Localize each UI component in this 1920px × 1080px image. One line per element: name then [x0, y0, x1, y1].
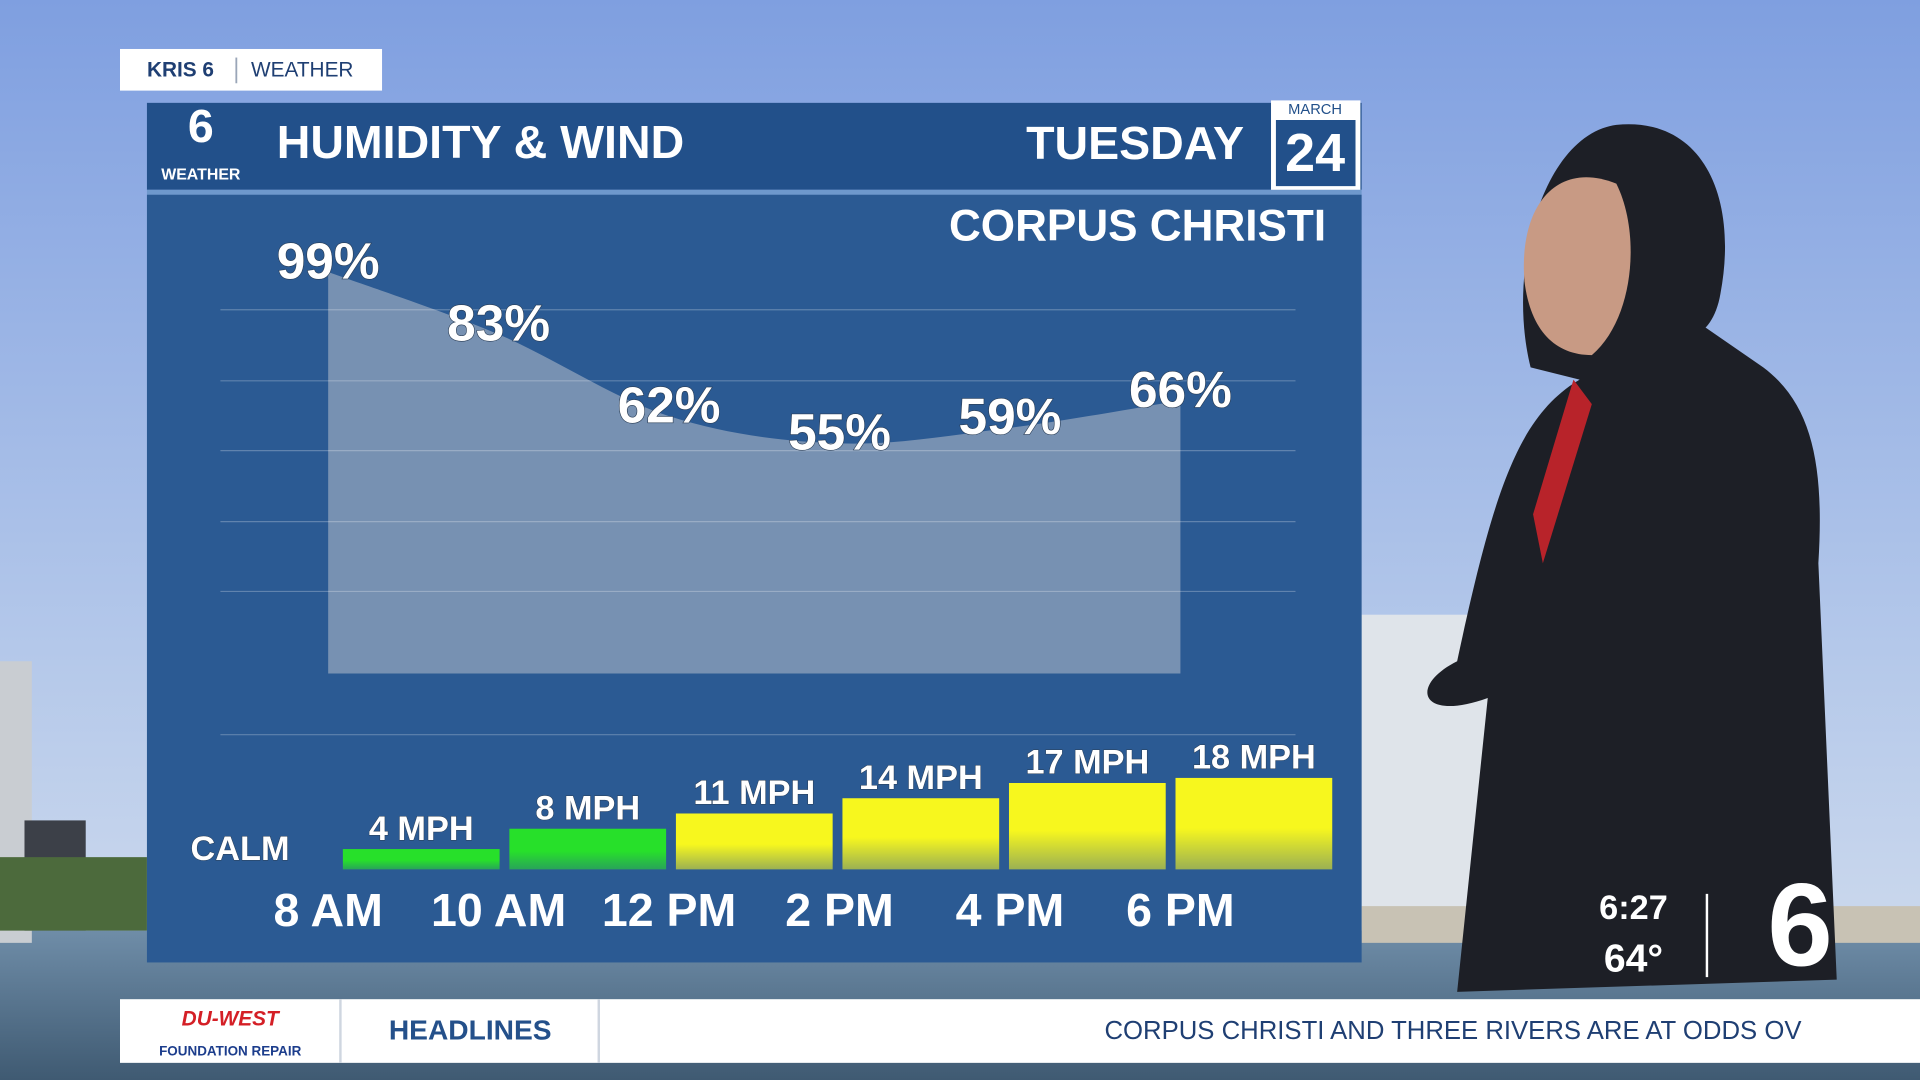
humidity-label: 83%: [447, 294, 550, 352]
brand-section: WEATHER: [251, 59, 353, 82]
x-tick-label: 8 AM: [273, 884, 382, 936]
sponsor-tagline: FOUNDATION REPAIR: [159, 1043, 302, 1058]
ticker-bar: [120, 999, 1920, 1063]
wind-bar: [1008, 783, 1166, 870]
x-tick-label: 6 PM: [1126, 884, 1235, 936]
trees: [0, 857, 147, 931]
wind-bar: [1175, 777, 1333, 870]
wind-bar: [842, 798, 1000, 870]
brand-station: KRIS 6: [147, 59, 214, 82]
chart-layer: [328, 272, 1333, 870]
ticker-text: CORPUS CHRISTI AND THREE RIVERS ARE AT O…: [1104, 1017, 1802, 1045]
humidity-label: 62%: [618, 375, 721, 433]
header-rule: [146, 189, 1362, 195]
humidity-label: 55%: [788, 403, 891, 461]
title: HUMIDITY & WIND: [277, 116, 684, 168]
humidity-label: 66%: [1129, 360, 1232, 418]
humidity-area: [328, 272, 1181, 674]
day: TUESDAY: [1026, 117, 1244, 169]
header-bar: [146, 102, 1362, 190]
location: CORPUS CHRISTI: [949, 202, 1326, 251]
humidity-label: 59%: [959, 387, 1062, 445]
wind-bar: [675, 813, 833, 870]
grid-decor: [220, 309, 1296, 736]
logo-number: 6: [188, 100, 214, 152]
wind-label: 4 MPH: [369, 810, 474, 848]
x-tick-label: 10 AM: [431, 884, 566, 936]
clock: 6:27: [1599, 889, 1668, 927]
logo-label: WEATHER: [161, 166, 241, 183]
wind-label: 14 MPH: [859, 759, 983, 797]
sponsor: DU-WEST: [182, 1008, 281, 1031]
wind-bar: [509, 828, 667, 870]
wind-bar: [342, 849, 500, 870]
label-layer: 99% 83% 62% 55% 59% 66% 8 AM 10 AM 12 PM 2 PM 4 PM…: [190, 231, 1316, 936]
humidity-label: 99%: [277, 231, 380, 289]
corner-logo: 6: [1767, 859, 1832, 990]
wind-label: CALM: [191, 830, 290, 868]
wind-label: 8 MPH: [535, 789, 640, 827]
temperature: 64°: [1604, 938, 1663, 981]
month: MARCH: [1288, 102, 1342, 118]
wind-label: 11 MPH: [693, 774, 815, 812]
date: 24: [1285, 123, 1345, 183]
date-box-inner: [1275, 120, 1356, 187]
wind-label: 18 MPH: [1192, 739, 1316, 777]
presenter-face: [1523, 177, 1631, 356]
presenter: [1427, 124, 1837, 992]
brand-tab: [120, 48, 383, 91]
ticker-label: HEADLINES: [389, 1015, 552, 1046]
wind-label: 17 MPH: [1025, 744, 1149, 782]
x-tick-label: 12 PM: [602, 884, 736, 936]
x-tick-label: 4 PM: [956, 884, 1065, 936]
x-tick-label: 2 PM: [785, 884, 894, 936]
presenter-tie: [1533, 379, 1592, 564]
